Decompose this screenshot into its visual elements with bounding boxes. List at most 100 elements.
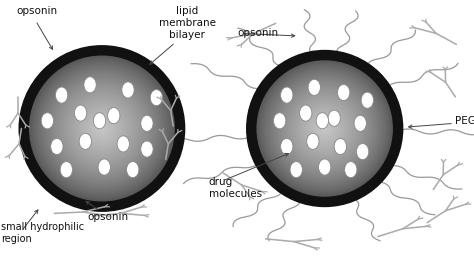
Ellipse shape [60, 162, 73, 178]
Ellipse shape [304, 108, 346, 149]
Ellipse shape [291, 94, 359, 163]
Ellipse shape [319, 159, 331, 175]
Ellipse shape [264, 69, 385, 188]
Ellipse shape [290, 162, 302, 178]
Ellipse shape [281, 139, 293, 154]
Ellipse shape [297, 100, 353, 157]
Ellipse shape [34, 61, 170, 196]
Ellipse shape [46, 72, 158, 185]
Ellipse shape [300, 105, 312, 121]
Ellipse shape [30, 57, 173, 200]
Ellipse shape [36, 62, 168, 195]
Ellipse shape [260, 63, 390, 194]
Ellipse shape [294, 98, 356, 159]
Text: small hydrophilic
region: small hydrophilic region [1, 222, 84, 244]
Ellipse shape [328, 110, 340, 126]
Ellipse shape [127, 162, 139, 178]
Text: opsonin: opsonin [88, 212, 129, 222]
Ellipse shape [97, 123, 107, 134]
Ellipse shape [306, 110, 343, 147]
Ellipse shape [42, 69, 162, 188]
Ellipse shape [308, 111, 342, 146]
Ellipse shape [80, 106, 124, 151]
Ellipse shape [73, 100, 130, 157]
Ellipse shape [254, 58, 396, 199]
Ellipse shape [141, 115, 153, 131]
Ellipse shape [51, 78, 153, 179]
Ellipse shape [60, 87, 144, 170]
Ellipse shape [284, 88, 365, 169]
Ellipse shape [267, 71, 382, 186]
Ellipse shape [321, 125, 328, 132]
Ellipse shape [57, 84, 146, 173]
Ellipse shape [256, 60, 393, 197]
Ellipse shape [74, 101, 129, 156]
Ellipse shape [67, 93, 137, 164]
Ellipse shape [63, 89, 141, 168]
Ellipse shape [27, 54, 176, 203]
Ellipse shape [253, 56, 397, 201]
Ellipse shape [334, 139, 346, 154]
Ellipse shape [65, 92, 138, 165]
Ellipse shape [281, 87, 293, 103]
Ellipse shape [72, 98, 132, 159]
Ellipse shape [89, 115, 115, 142]
Ellipse shape [83, 110, 120, 147]
Ellipse shape [94, 121, 109, 136]
Ellipse shape [274, 78, 375, 179]
Ellipse shape [319, 122, 331, 135]
Ellipse shape [285, 89, 364, 168]
Ellipse shape [301, 105, 348, 152]
Ellipse shape [356, 144, 369, 160]
Ellipse shape [33, 59, 171, 198]
Ellipse shape [95, 122, 109, 135]
Text: drug
molecules: drug molecules [209, 177, 262, 199]
Ellipse shape [307, 133, 319, 149]
Ellipse shape [59, 86, 145, 171]
Ellipse shape [312, 116, 337, 141]
Ellipse shape [56, 83, 147, 174]
Ellipse shape [295, 99, 354, 158]
Ellipse shape [264, 67, 386, 190]
Ellipse shape [36, 63, 167, 194]
Ellipse shape [311, 115, 338, 142]
Ellipse shape [308, 79, 320, 95]
Ellipse shape [69, 96, 135, 161]
Ellipse shape [82, 109, 121, 148]
Ellipse shape [318, 121, 332, 136]
Ellipse shape [273, 77, 376, 180]
Ellipse shape [293, 97, 356, 160]
Ellipse shape [288, 92, 361, 165]
Ellipse shape [39, 66, 164, 191]
Text: lipid
membrane
bilayer: lipid membrane bilayer [159, 6, 216, 40]
Ellipse shape [292, 95, 358, 162]
Ellipse shape [77, 104, 127, 153]
Ellipse shape [93, 119, 111, 138]
Ellipse shape [262, 66, 387, 191]
Ellipse shape [79, 133, 91, 149]
Ellipse shape [354, 115, 366, 131]
Ellipse shape [84, 77, 96, 93]
Ellipse shape [55, 87, 68, 103]
Ellipse shape [93, 113, 106, 129]
Ellipse shape [48, 75, 155, 182]
Text: opsonin: opsonin [17, 6, 58, 16]
Ellipse shape [278, 82, 371, 175]
Ellipse shape [41, 113, 54, 129]
Ellipse shape [337, 85, 350, 100]
Ellipse shape [316, 113, 328, 129]
Ellipse shape [27, 53, 177, 204]
Ellipse shape [282, 86, 367, 171]
Ellipse shape [108, 108, 120, 124]
Text: opsonin: opsonin [237, 28, 278, 38]
Ellipse shape [272, 76, 377, 181]
Ellipse shape [361, 92, 374, 108]
Ellipse shape [279, 83, 370, 174]
Ellipse shape [29, 56, 175, 201]
Ellipse shape [54, 80, 150, 177]
Ellipse shape [287, 90, 363, 167]
Ellipse shape [261, 65, 388, 192]
Ellipse shape [316, 120, 333, 137]
Ellipse shape [283, 87, 366, 170]
Ellipse shape [298, 102, 352, 155]
